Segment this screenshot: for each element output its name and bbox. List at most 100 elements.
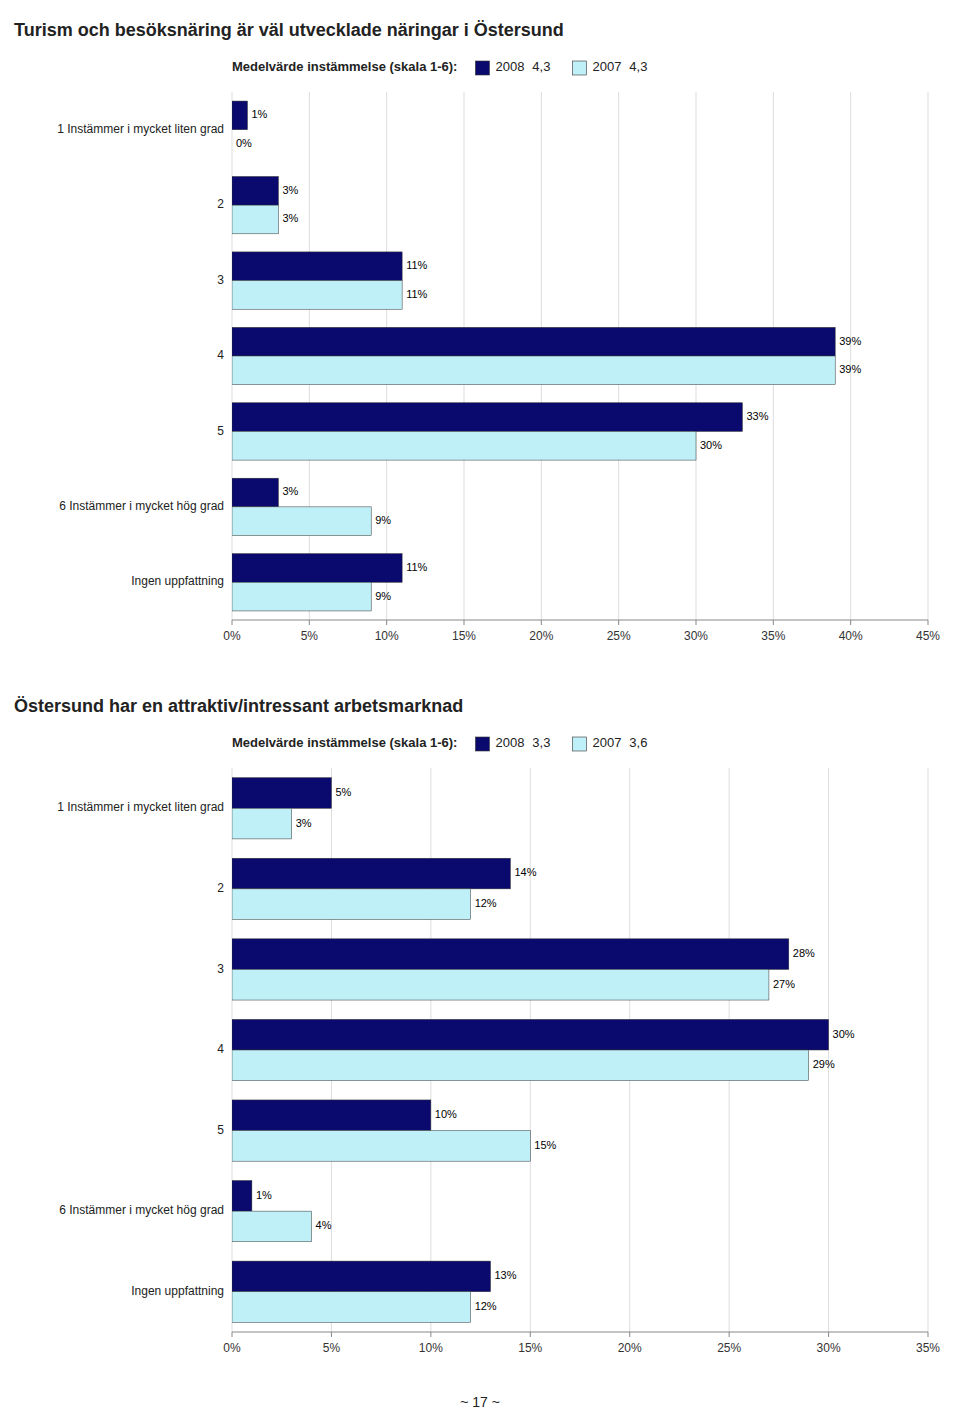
data-label: 3%: [282, 184, 298, 196]
tick-label: 40%: [839, 629, 863, 643]
bars: [232, 778, 829, 1323]
category-label: 4: [217, 1042, 224, 1056]
legend-swatch: [572, 737, 586, 751]
tick-mark: [729, 1332, 730, 1337]
category-label: 3: [217, 962, 224, 976]
legend-mean: 3,3: [532, 735, 550, 750]
bars: [232, 101, 835, 611]
tick-mark: [773, 620, 774, 625]
tick-mark: [530, 1332, 531, 1337]
bar: [232, 478, 278, 507]
legend-title: Medelvärde instämmelse (skala 1-6):: [232, 59, 457, 74]
grid-line: [928, 92, 929, 620]
bar: [232, 808, 292, 839]
legend-label: 2008: [495, 735, 524, 750]
tick-mark: [928, 1332, 929, 1337]
data-label: 9%: [375, 514, 391, 526]
data-label: 1%: [251, 108, 267, 120]
legend-label: 2007: [592, 59, 621, 74]
data-label: 11%: [406, 288, 427, 300]
tick-label: 35%: [916, 1341, 940, 1355]
bar: [232, 1181, 252, 1212]
tick-label: 15%: [518, 1341, 542, 1355]
category-label: 6 Instämmer i mycket hög grad: [59, 1203, 224, 1217]
annotation: ~ 17 ~: [460, 1394, 500, 1410]
bar: [232, 1261, 491, 1292]
data-label: 13%: [495, 1269, 517, 1281]
legend-label: 2008: [495, 59, 524, 74]
tick-mark: [386, 620, 387, 625]
tick-mark: [618, 620, 619, 625]
data-label: 3%: [296, 817, 312, 829]
tick-mark: [828, 1332, 829, 1337]
data-label: 0%: [236, 137, 252, 149]
data-label: 10%: [435, 1108, 457, 1120]
tick-mark: [430, 1332, 431, 1337]
data-label: 12%: [475, 897, 497, 909]
bar: [232, 1211, 312, 1242]
data-label: 3%: [282, 212, 298, 224]
grid-line: [928, 768, 929, 1332]
bar: [232, 582, 371, 611]
tick-label: 25%: [717, 1341, 741, 1355]
category-label: 1 Instämmer i mycket liten grad: [57, 122, 224, 136]
category-label: 3: [217, 273, 224, 287]
bar: [232, 969, 769, 1000]
bar: [232, 1050, 809, 1081]
data-label: 4%: [316, 1219, 332, 1231]
tick-mark: [696, 620, 697, 625]
bar: [232, 858, 510, 889]
tick-label: 15%: [452, 629, 476, 643]
legend-mean: 3,6: [629, 735, 647, 750]
data-label: 9%: [375, 590, 391, 602]
data-label: 30%: [833, 1028, 855, 1040]
data-label: 5%: [335, 786, 351, 798]
tick-label: 35%: [761, 629, 785, 643]
chart: Östersund har en attraktiv/intressant ar…: [14, 696, 940, 1410]
data-label: 39%: [839, 335, 861, 347]
data-label: 11%: [406, 561, 427, 573]
category-label: Ingen uppfattning: [131, 1284, 224, 1298]
tick-label: 0%: [223, 629, 241, 643]
bar: [232, 356, 835, 385]
grid-line: [850, 92, 851, 620]
data-label: 30%: [700, 439, 722, 451]
x-axis: 0%5%10%15%20%25%30%35%: [223, 768, 940, 1355]
category-label: 2: [217, 197, 224, 211]
labels: 1 Instämmer i mycket liten grad 1% 0% 2 3% 3%…: [57, 108, 861, 601]
bar: [232, 327, 835, 356]
legend-title: Medelvärde instämmelse (skala 1-6):: [232, 735, 457, 750]
data-label: 33%: [746, 410, 768, 422]
tick-label: 25%: [607, 629, 631, 643]
bar: [232, 1100, 431, 1131]
bar: [232, 507, 371, 536]
data-label: 3%: [282, 485, 298, 497]
axis-line: [232, 620, 928, 621]
page: Turism och besöksnäring är väl utvecklad…: [0, 0, 960, 1427]
category-label: 1 Instämmer i mycket liten grad: [57, 800, 224, 814]
axis-line: [232, 1332, 928, 1333]
legend-mean: 4,3: [629, 59, 647, 74]
data-label: 15%: [534, 1139, 556, 1151]
data-label: 27%: [773, 978, 795, 990]
tick-label: 5%: [323, 1341, 341, 1355]
bar: [232, 889, 471, 920]
bar: [232, 176, 278, 205]
tick-mark: [232, 1332, 233, 1337]
data-label: 11%: [406, 259, 427, 271]
legend-swatch: [475, 61, 489, 75]
bar: [232, 431, 696, 460]
bar: [232, 939, 789, 970]
tick-label: 10%: [419, 1341, 443, 1355]
bar: [232, 252, 402, 281]
tick-label: 0%: [223, 1341, 241, 1355]
tick-mark: [541, 620, 542, 625]
tick-label: 30%: [817, 1341, 841, 1355]
legend-label: 2007: [592, 735, 621, 750]
chart-title: Östersund har en attraktiv/intressant ar…: [14, 696, 463, 716]
tick-mark: [928, 620, 929, 625]
legend-swatch: [572, 61, 586, 75]
labels: 1 Instämmer i mycket liten grad5%3%214%1…: [57, 786, 855, 1312]
tick-mark: [850, 620, 851, 625]
bar: [232, 778, 331, 809]
